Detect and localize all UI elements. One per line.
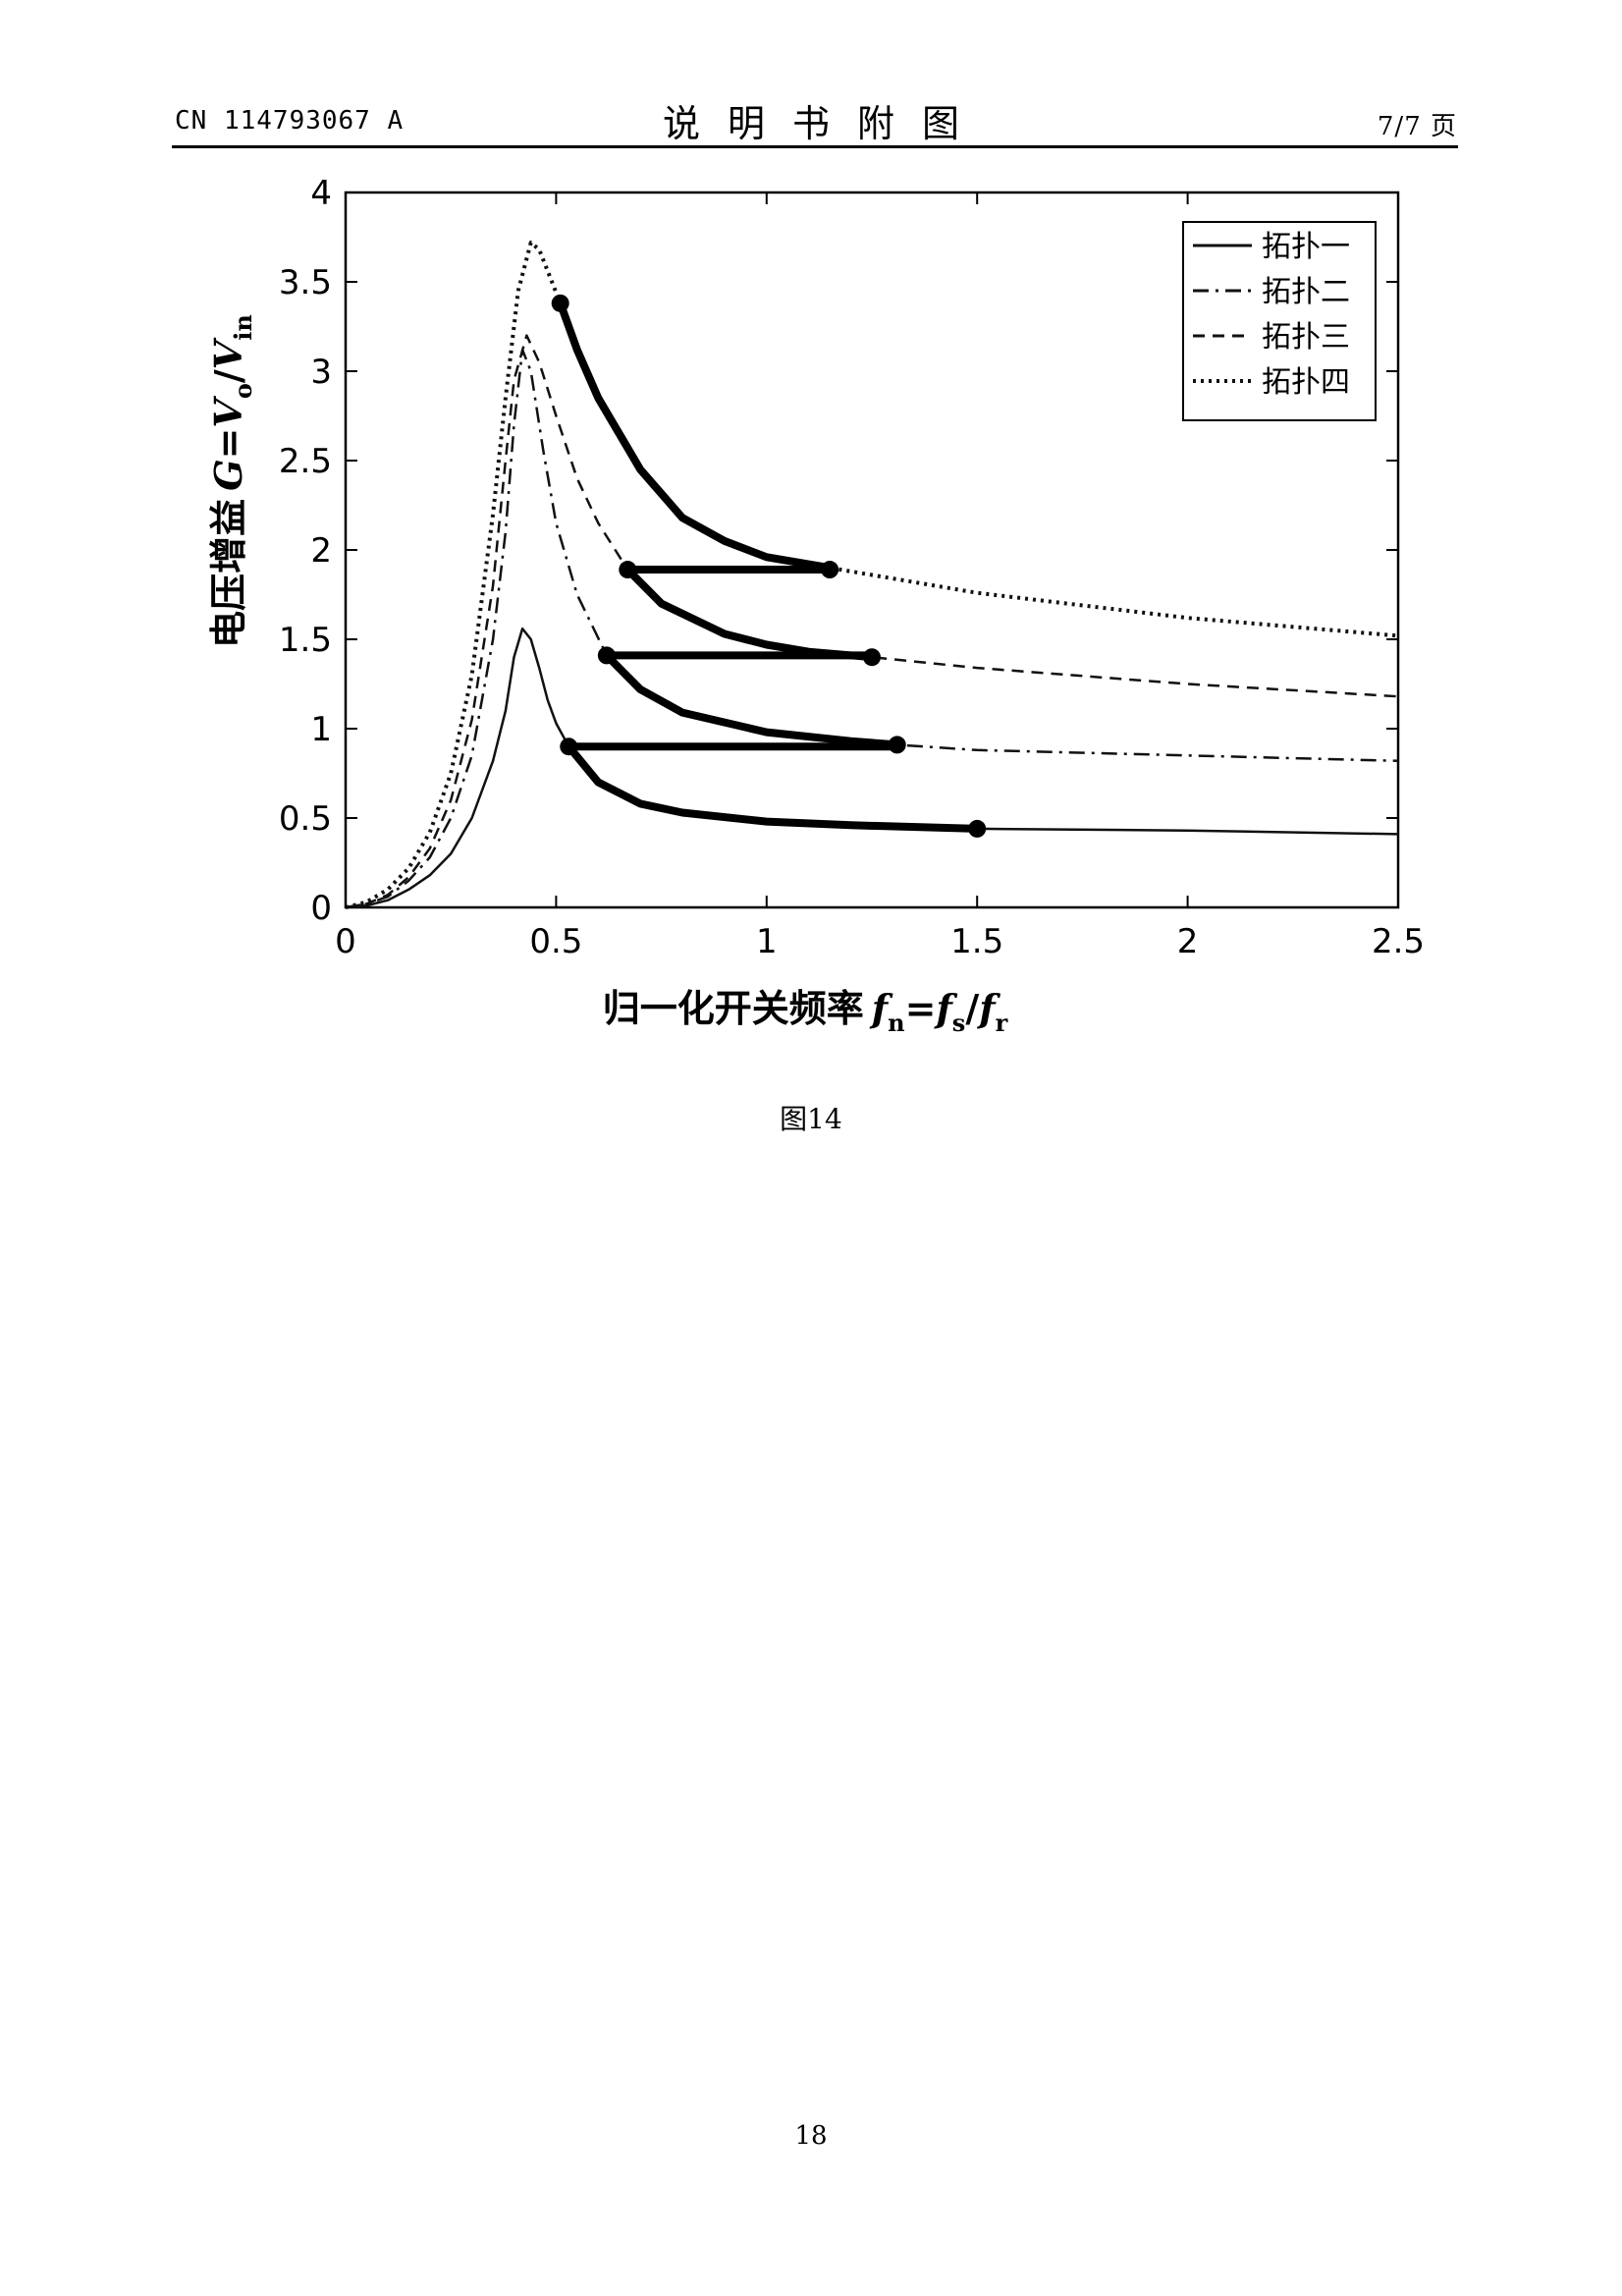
legend-label: 拓扑二 <box>1262 275 1350 309</box>
legend-label: 拓扑三 <box>1262 320 1350 355</box>
page-number: 18 <box>794 2121 828 2151</box>
x-tick-label: 0.5 <box>529 922 582 961</box>
y-tick-label: 3.5 <box>279 263 332 302</box>
series-line-4 <box>345 241 1399 909</box>
patent-number: CN 114793067 A <box>175 106 405 136</box>
legend-box <box>1182 221 1377 421</box>
page-title: 说明书附图 <box>662 102 987 145</box>
operating-point-marker-3 <box>821 561 839 579</box>
y-tick-label: 4 <box>310 174 332 213</box>
x-tick-label: 1 <box>756 922 778 961</box>
y-tick-label: 3 <box>310 353 332 392</box>
highlight-segment-1 <box>565 742 982 833</box>
series-line-2 <box>345 348 1399 909</box>
gain-chart: 0 0.5 1 1.5 2 2.500.511.522.533.54 拓扑一拓扑二拓扑三拓… <box>206 174 1425 1037</box>
y-tick-label: 2 <box>310 531 332 571</box>
operating-point-marker-5 <box>863 648 881 667</box>
legend-label: 拓扑一 <box>1262 230 1350 264</box>
operating-point-marker-1 <box>551 294 569 312</box>
legend-label: 拓扑四 <box>1262 365 1350 400</box>
operating-point-marker-2 <box>619 561 637 579</box>
highlight-segment-2 <box>602 651 901 749</box>
series-line-1 <box>345 627 1399 909</box>
header-rule <box>172 145 1458 148</box>
y-tick-label: 2.5 <box>279 442 332 481</box>
tick-layer: 0 0.5 1 1.5 2 2.5 0 0.5 1 1.5 2 2.5 3 3.5 4 <box>279 174 1425 961</box>
highlight-layer <box>556 299 982 833</box>
x-tick-label: 0 <box>335 922 356 961</box>
y-tick-label: 1.5 <box>279 621 332 660</box>
x-tick-label: 1.5 <box>950 922 1003 961</box>
marker-layer <box>551 294 987 838</box>
y-tick-label: 1 <box>310 710 332 749</box>
y-tick-label: 0.5 <box>279 799 332 839</box>
operating-point-marker-8 <box>968 819 987 838</box>
highlight-segment-3 <box>623 566 876 662</box>
x-tick-label: 2.5 <box>1372 922 1425 961</box>
operating-point-marker-7 <box>888 736 906 754</box>
figure-caption: 图14 <box>780 1103 842 1135</box>
operating-point-marker-6 <box>560 738 578 756</box>
page-indicator: 7/7 页 <box>1377 112 1457 141</box>
x-axis-label: 归一化开关频率 fn=fs/fr <box>603 986 1008 1037</box>
x-tick-label: 2 <box>1177 922 1199 961</box>
operating-point-marker-4 <box>597 646 616 665</box>
y-axis-label: 电压增益G=Vo/Vin <box>206 314 257 648</box>
y-tick-label: 0 <box>310 889 332 928</box>
highlight-segment-4 <box>556 299 835 573</box>
